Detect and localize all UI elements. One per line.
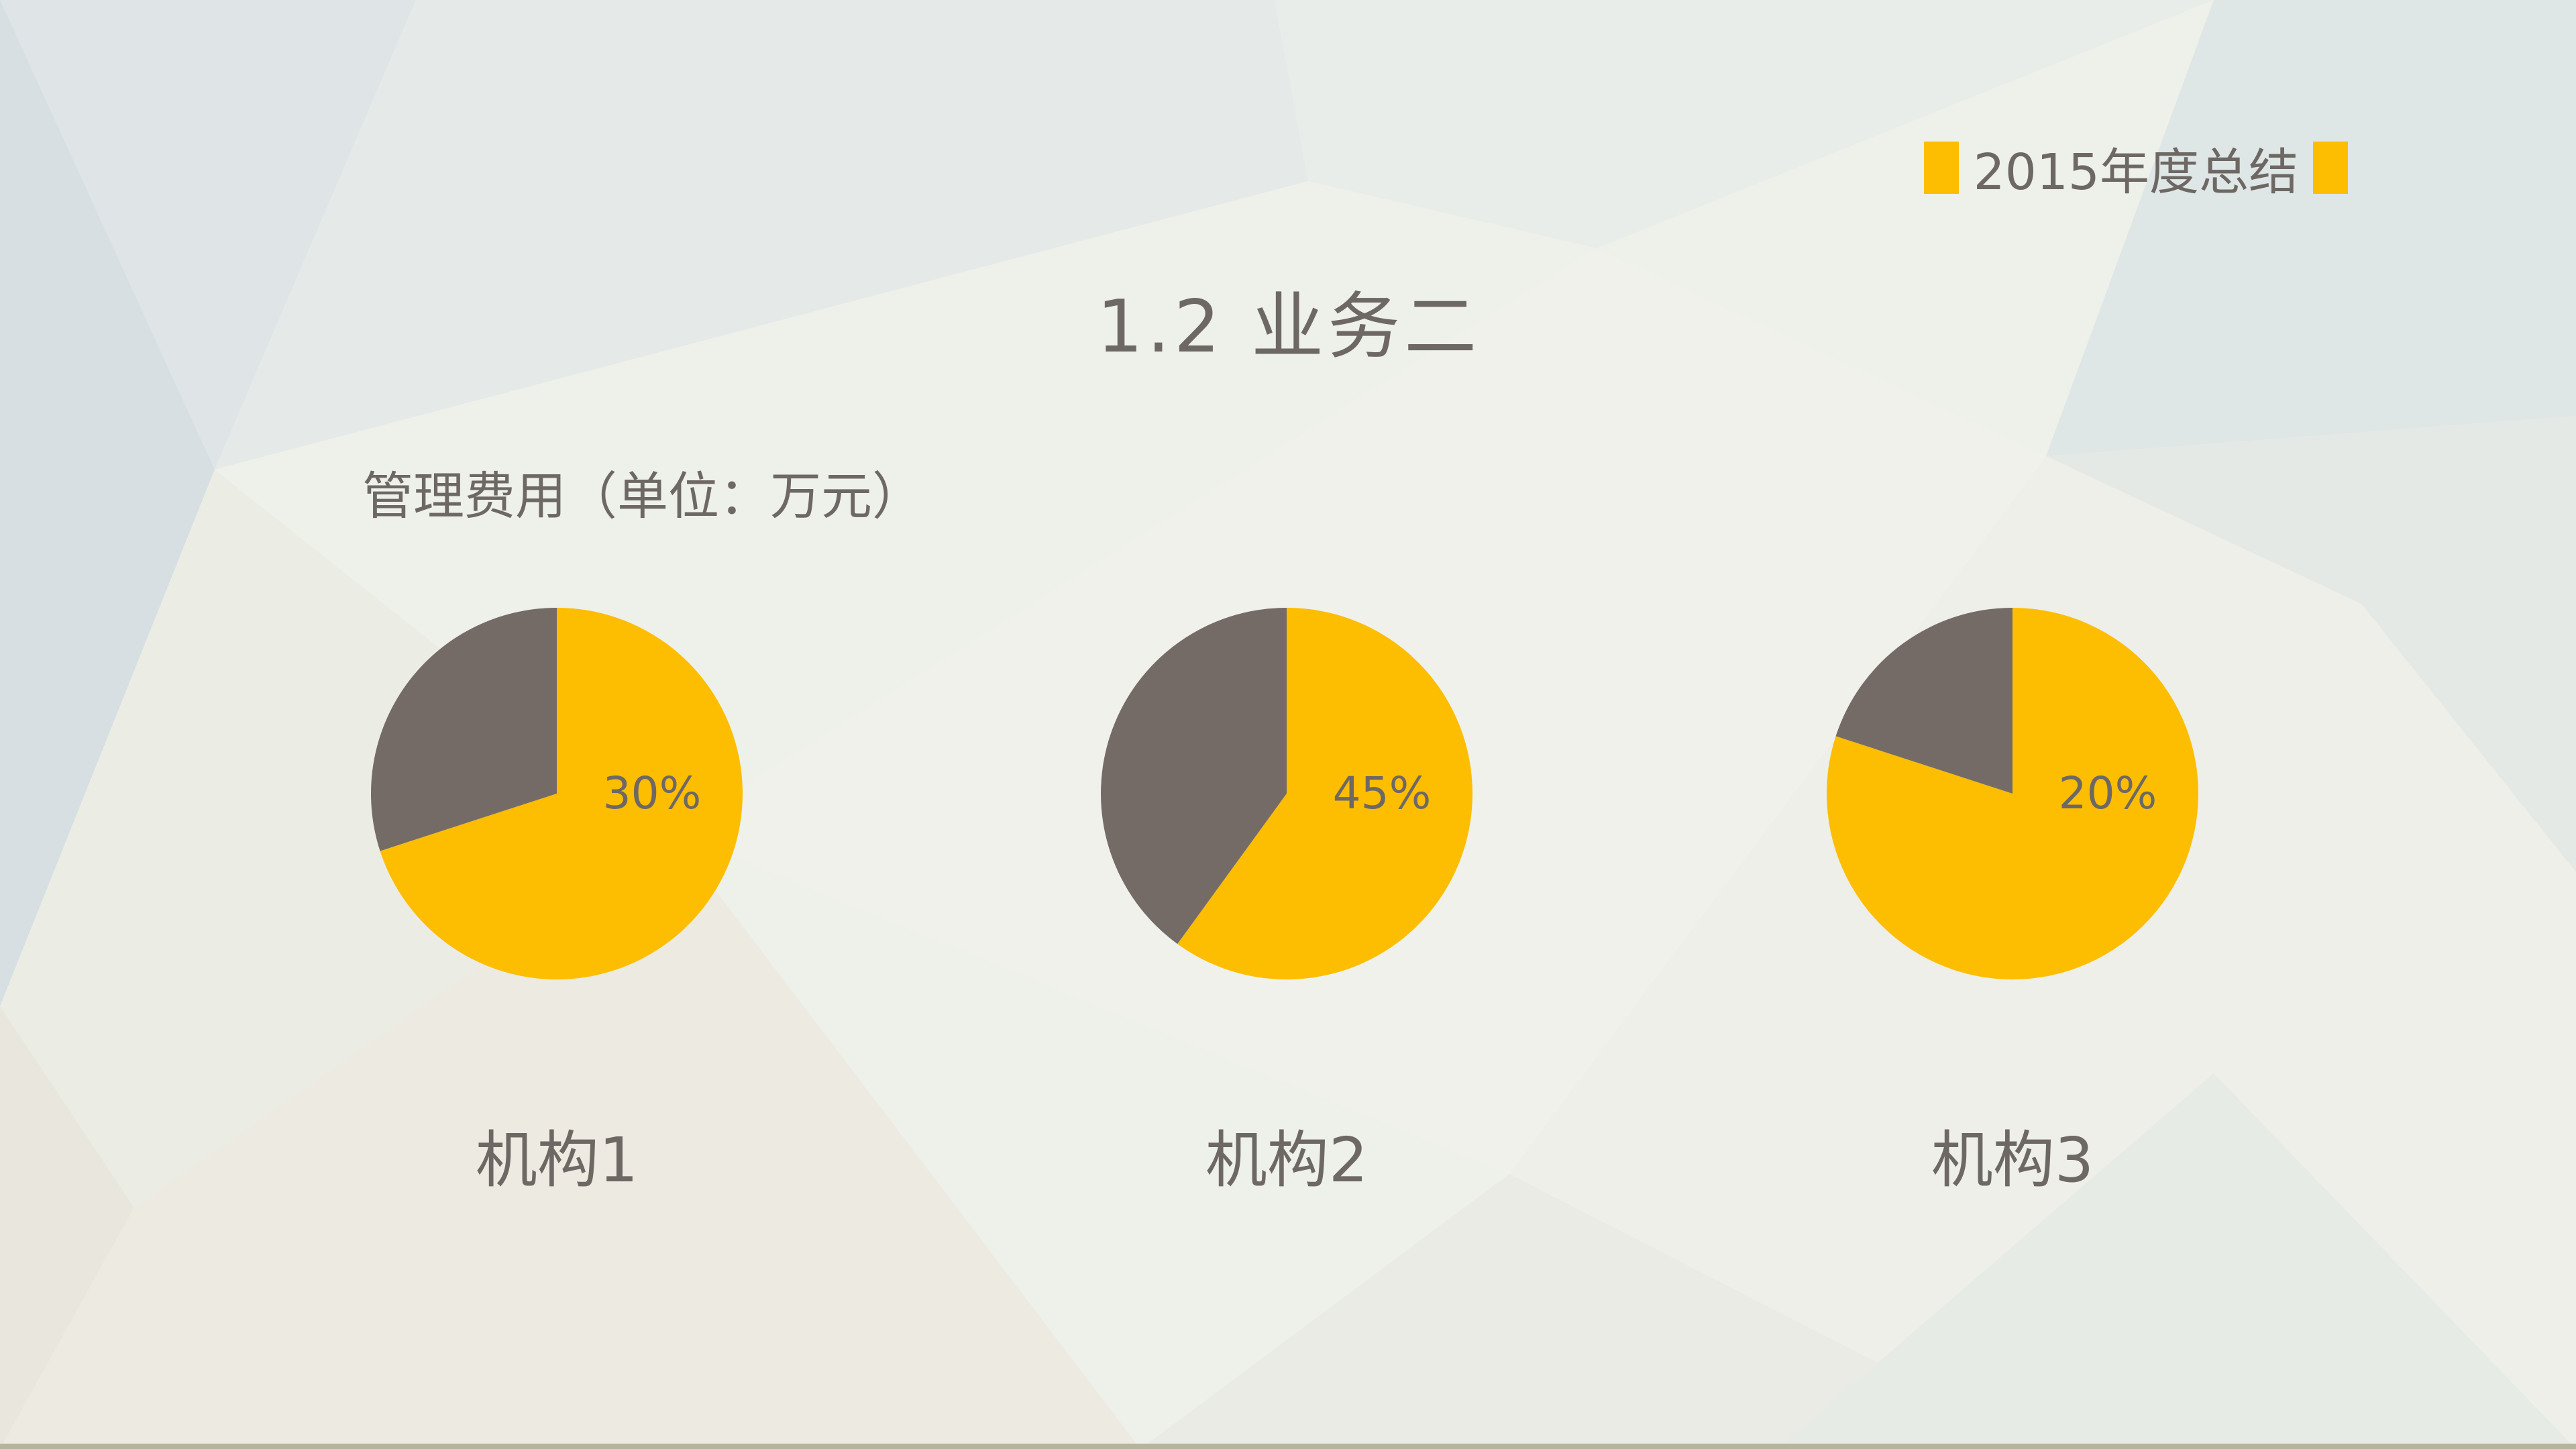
- pie-3-data-label: 20%: [2059, 767, 2157, 819]
- header-tag-text: 2015年度总结: [1973, 143, 2298, 201]
- chart-subtitle: 管理费用（单位：万元）: [362, 466, 923, 526]
- pie-2-slice-1: [1177, 608, 1472, 980]
- pie-1-category-label: 机构1: [475, 1124, 639, 1196]
- pie-3-slice-2: [1835, 608, 2012, 794]
- bottom-divider: [0, 1444, 2576, 1449]
- pie-1-slice-1: [380, 608, 743, 979]
- pie-1-data-label: 30%: [603, 767, 702, 819]
- pie-2-data-label: 45%: [1333, 767, 1432, 819]
- pie-2-category-label: 机构2: [1205, 1124, 1368, 1196]
- pie-2-slice-2: [1101, 608, 1287, 945]
- page-title: 1.2 业务二: [1097, 285, 1481, 369]
- pie-3-slice-1: [1827, 608, 2199, 979]
- tag-bar-left: [1923, 142, 1959, 194]
- pie-3-category-label: 机构3: [1931, 1124, 2094, 1196]
- tag-bar-right: [2313, 142, 2348, 194]
- header-tag: 2015年度总结: [1923, 138, 2348, 201]
- pie-1-slice-2: [371, 608, 557, 851]
